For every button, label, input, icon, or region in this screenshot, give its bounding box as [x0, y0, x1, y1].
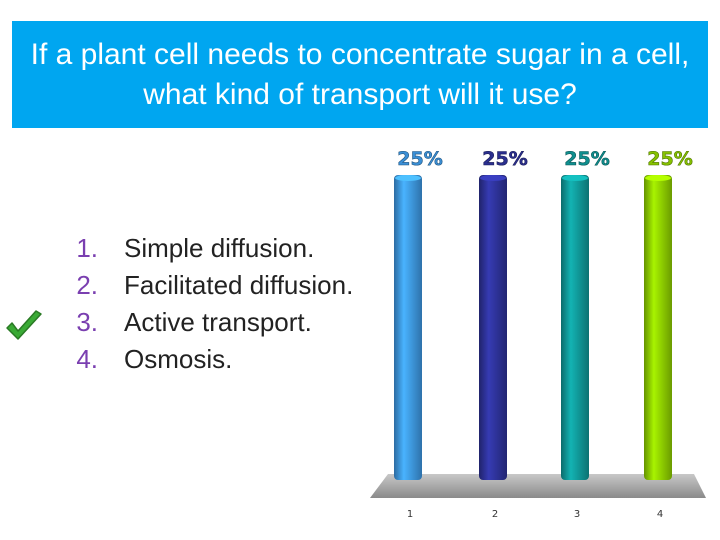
x-tick-label: 3: [574, 509, 580, 520]
answer-option[interactable]: 2. Facilitated diffusion.: [54, 267, 353, 304]
option-text: Simple diffusion.: [124, 233, 315, 263]
title-bar: If a plant cell needs to concentrate sug…: [12, 21, 708, 128]
data-label: 25%: [564, 148, 609, 170]
option-number: 4.: [76, 344, 98, 374]
option-number: 3.: [76, 307, 98, 337]
bar-2: [479, 175, 507, 480]
bar-top-2: [480, 175, 506, 181]
x-tick-label: 4: [657, 509, 663, 520]
x-tick-label: 2: [492, 509, 498, 520]
bar-top-4: [645, 175, 671, 181]
bar-1: [394, 175, 422, 480]
response-chart: 25% 1 25% 2 25% 3 25% 4: [370, 148, 706, 520]
checkmark-icon: [6, 310, 42, 340]
chart-floor: [370, 474, 706, 498]
option-text: Facilitated diffusion.: [124, 270, 354, 300]
option-number: 1.: [76, 233, 98, 263]
option-text: Active transport.: [124, 307, 312, 337]
bar-3: [561, 175, 589, 480]
option-text: Osmosis.: [124, 344, 233, 374]
data-label: 25%: [647, 148, 692, 170]
answer-options: 1. Simple diffusion. 2. Facilitated diff…: [54, 230, 353, 378]
bar-4: [644, 175, 672, 480]
x-tick-label: 1: [407, 509, 413, 520]
bar-top-1: [395, 175, 421, 181]
answer-option[interactable]: 1. Simple diffusion.: [54, 230, 353, 267]
data-label: 25%: [397, 148, 442, 170]
option-number: 2.: [76, 270, 98, 300]
answer-option[interactable]: 3. Active transport.: [54, 304, 353, 341]
answer-option[interactable]: 4. Osmosis.: [54, 341, 353, 378]
data-label: 25%: [482, 148, 527, 170]
bar-top-3: [562, 175, 588, 181]
question-title: If a plant cell needs to concentrate sug…: [30, 37, 690, 111]
